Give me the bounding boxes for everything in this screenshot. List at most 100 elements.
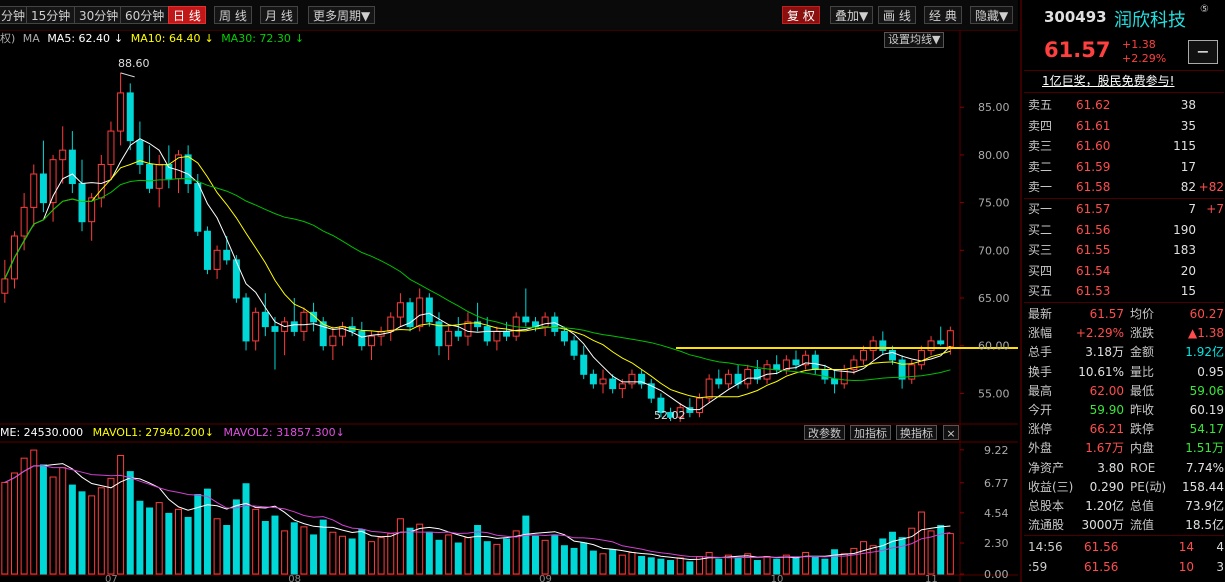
- volume-bar: [425, 531, 433, 575]
- volume-tick-label: 9.22: [984, 444, 1009, 457]
- stat-label: 涨停: [1028, 422, 1053, 437]
- period-toolbar: 分钟 15分钟 30分钟 60分钟 日 线 周 线 月 线 更多周期▼ 复 权 …: [0, 0, 1018, 31]
- price-tick-label: 60.00: [978, 340, 1010, 353]
- ask-row[interactable]: 卖二 61.59 17: [1028, 158, 1224, 177]
- ma-legend: 权) MA MA5: 62.40 ↓ MA10: 64.40 ↓ MA30: 72.…: [0, 31, 308, 47]
- candle-body: [831, 378, 839, 385]
- ask-label: 卖一: [1028, 180, 1053, 194]
- stat-label: 净资产: [1028, 460, 1065, 475]
- tick-row: :59 61.56 10 3: [1028, 558, 1224, 577]
- edit-params-button[interactable]: 改参数: [804, 425, 845, 440]
- close-icon[interactable]: ×: [943, 425, 959, 440]
- ma30-line: [4, 177, 951, 382]
- overlay-button[interactable]: 叠加▼: [830, 6, 874, 24]
- bid-row[interactable]: 买一 61.57 7 +7: [1028, 200, 1224, 219]
- candle-body: [773, 364, 781, 371]
- volume-bar: [811, 555, 819, 575]
- volume-bar: [416, 523, 424, 575]
- volume-bar: [705, 551, 713, 575]
- price-tick-label: 55.00: [978, 387, 1010, 400]
- bid-price: 61.53: [1076, 284, 1111, 298]
- volume-bar: [242, 483, 250, 575]
- volume-bar: [146, 507, 154, 575]
- candle-body: [753, 369, 761, 380]
- stat-value: 18.5亿: [1185, 518, 1224, 533]
- volume-bar: [358, 529, 366, 575]
- ask-volume: 38: [1180, 98, 1196, 112]
- volume-group: [1, 449, 954, 575]
- stat-value: 59.06: [1189, 383, 1224, 398]
- promo-link[interactable]: 1亿巨奖，股民免费参与!: [1042, 74, 1175, 88]
- draw-line-button[interactable]: 画 线: [878, 6, 916, 24]
- bid-row[interactable]: 买二 61.56 190: [1028, 221, 1224, 240]
- period-30min-button[interactable]: 30分钟: [74, 6, 124, 24]
- date-tick-label: 10: [771, 574, 784, 582]
- volume-bar: [927, 530, 935, 575]
- adjust-button[interactable]: 复 权: [782, 6, 820, 24]
- candle-body: [107, 130, 115, 165]
- volume-bar: [232, 499, 240, 575]
- volume-bar: [59, 467, 67, 575]
- stat-label: 最新: [1028, 307, 1053, 321]
- candle-body: [39, 173, 47, 204]
- volume-bar: [638, 555, 646, 575]
- volume-bar: [657, 558, 665, 575]
- candle-body: [580, 354, 588, 375]
- stat-row: 换手 10.61% 量比 0.95: [1028, 363, 1224, 382]
- volume-bar: [802, 551, 810, 575]
- stat-label: 总手: [1028, 345, 1053, 360]
- period-weekly-button[interactable]: 周 线: [214, 6, 252, 24]
- candle-body: [483, 326, 491, 342]
- stat-label: 收益(三): [1028, 479, 1074, 494]
- stat-label: 最低: [1130, 383, 1155, 398]
- stock-code: 300493: [1044, 8, 1107, 26]
- ma-settings-button[interactable]: 设置均线▼: [884, 32, 945, 48]
- volume-bar: [628, 551, 636, 575]
- ask-label: 卖四: [1028, 118, 1053, 133]
- period-15min-button[interactable]: 15分钟: [26, 6, 76, 24]
- ask-volume: 115: [1173, 139, 1196, 153]
- volume-bar: [850, 547, 858, 575]
- volume-bar: [184, 516, 192, 575]
- ask-row[interactable]: 卖三 61.60 115: [1028, 137, 1224, 156]
- minus-button[interactable]: −: [1188, 40, 1218, 64]
- bid-volume: 20: [1180, 263, 1196, 278]
- price-change-pct: +2.29%: [1122, 52, 1167, 65]
- stat-label: 最高: [1028, 383, 1053, 398]
- candle-body: [696, 397, 703, 413]
- volume-bar: [676, 557, 684, 575]
- candle-body: [503, 330, 511, 337]
- ask-row[interactable]: 卖五 61.62 38: [1028, 96, 1224, 115]
- tick-price: 61.56: [1084, 560, 1119, 574]
- ask-row[interactable]: 卖四 61.61 35: [1028, 117, 1224, 136]
- volume-bar: [20, 457, 28, 575]
- hide-button[interactable]: 隐藏▼: [970, 6, 1014, 24]
- period-daily-button[interactable]: 日 线: [168, 6, 206, 24]
- kline-chart[interactable]: 85.00 80.00 75.00 70.00 65.00 60.00 55.00 9.22 6…: [0, 30, 1018, 582]
- add-indicator-button[interactable]: 加指标: [850, 425, 891, 440]
- period-60min-button[interactable]: 60分钟: [120, 6, 170, 24]
- bid-row[interactable]: 买五 61.53 15: [1028, 282, 1224, 301]
- ma5-value: MA5: 62.40: [47, 32, 111, 45]
- candle-body: [464, 321, 472, 337]
- bid-row[interactable]: 买三 61.55 183: [1028, 241, 1224, 260]
- stat-value: 73.9亿: [1185, 499, 1224, 513]
- stat-value: 3.80: [1097, 460, 1124, 475]
- period-monthly-button[interactable]: 月 线: [260, 6, 298, 24]
- bid-row[interactable]: 买四 61.54 20: [1028, 262, 1224, 281]
- ask-row[interactable]: 卖一 61.58 82 +82: [1028, 178, 1224, 197]
- candle-body: [30, 173, 38, 208]
- candle-body: [319, 321, 327, 347]
- stat-row: 最高 62.00 最低 59.06: [1028, 382, 1224, 401]
- switch-indicator-button[interactable]: 换指标: [896, 425, 937, 440]
- stat-label: 流通股: [1028, 518, 1065, 533]
- tick-time: :59: [1028, 560, 1048, 574]
- more-periods-button[interactable]: 更多周期▼: [308, 6, 376, 24]
- classic-button[interactable]: 经 典: [924, 6, 962, 24]
- candle-body: [223, 249, 231, 261]
- stat-value: 60.27: [1189, 307, 1224, 321]
- candle-body: [493, 330, 501, 342]
- stat-value: 0.290: [1089, 479, 1124, 494]
- stat-value: 61.57: [1089, 307, 1124, 321]
- arrow-down-icon: ↓: [204, 32, 214, 45]
